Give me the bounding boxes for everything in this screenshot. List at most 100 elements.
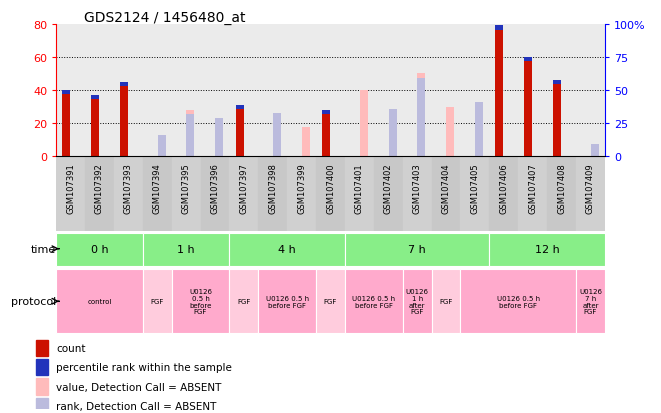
Text: GSM107394: GSM107394 <box>153 163 162 214</box>
Bar <box>36 359 48 375</box>
Bar <box>36 378 48 395</box>
Text: U0126
1 h
after
FGF: U0126 1 h after FGF <box>406 288 428 315</box>
Bar <box>576 25 605 157</box>
Bar <box>576 157 605 231</box>
Bar <box>495 26 504 157</box>
Bar <box>186 115 194 157</box>
Bar <box>235 106 244 157</box>
Bar <box>524 58 532 62</box>
Text: value, Detection Call = ABSENT: value, Detection Call = ABSENT <box>56 382 221 392</box>
Text: 1 h: 1 h <box>177 244 195 254</box>
Text: 0 h: 0 h <box>91 244 108 254</box>
Text: 12 h: 12 h <box>535 244 559 254</box>
Bar <box>258 25 287 157</box>
Bar <box>489 25 518 157</box>
Text: count: count <box>56 343 86 353</box>
Bar <box>403 25 432 157</box>
Text: GSM107392: GSM107392 <box>95 163 104 214</box>
Text: FGF: FGF <box>151 299 164 304</box>
Bar <box>229 157 258 231</box>
Bar <box>547 157 576 231</box>
Text: GSM107404: GSM107404 <box>442 163 451 214</box>
Text: rank, Detection Call = ABSENT: rank, Detection Call = ABSENT <box>56 401 217 411</box>
Bar <box>186 111 194 157</box>
Bar <box>172 25 200 157</box>
Bar <box>235 106 244 110</box>
Bar <box>56 233 143 267</box>
Bar <box>389 109 397 157</box>
Bar <box>85 25 114 157</box>
Bar <box>114 25 143 157</box>
Bar <box>475 115 483 157</box>
Bar <box>56 270 143 333</box>
Text: GSM107399: GSM107399 <box>297 163 306 214</box>
Bar <box>322 111 330 157</box>
Bar <box>215 119 223 157</box>
Bar <box>62 91 70 157</box>
Text: time: time <box>31 244 56 254</box>
Text: 7 h: 7 h <box>408 244 426 254</box>
Bar <box>518 25 547 157</box>
Text: GSM107407: GSM107407 <box>528 163 537 214</box>
Bar <box>229 25 258 157</box>
Bar <box>518 157 547 231</box>
Bar <box>91 96 99 100</box>
Bar <box>114 157 143 231</box>
Bar <box>461 25 489 157</box>
Text: U0126 0.5 h
before FGF: U0126 0.5 h before FGF <box>266 295 309 308</box>
Text: GSM107406: GSM107406 <box>499 163 508 214</box>
Bar <box>403 270 432 333</box>
Bar <box>316 270 345 333</box>
Bar <box>143 157 172 231</box>
Bar <box>316 25 345 157</box>
Text: U0126
0.5 h
before
FGF: U0126 0.5 h before FGF <box>189 288 212 315</box>
Bar <box>200 157 229 231</box>
Bar <box>461 157 489 231</box>
Bar <box>120 83 128 87</box>
Text: GSM107395: GSM107395 <box>182 163 190 214</box>
Text: percentile rank within the sample: percentile rank within the sample <box>56 362 232 372</box>
Bar <box>374 25 403 157</box>
Bar <box>322 111 330 115</box>
Text: GSM107405: GSM107405 <box>471 163 479 214</box>
Bar <box>229 233 345 267</box>
Bar <box>524 58 532 157</box>
Bar <box>432 157 461 231</box>
Bar <box>56 25 85 157</box>
Bar <box>258 270 316 333</box>
Text: GSM107401: GSM107401 <box>355 163 364 214</box>
Bar <box>258 157 287 231</box>
Bar <box>157 144 166 157</box>
Text: GSM107400: GSM107400 <box>326 163 335 214</box>
Bar <box>489 157 518 231</box>
Text: GSM107403: GSM107403 <box>412 163 422 214</box>
Text: GSM107402: GSM107402 <box>384 163 393 214</box>
Bar <box>475 103 483 157</box>
Bar <box>287 25 316 157</box>
Text: GSM107398: GSM107398 <box>268 163 277 214</box>
Text: FGF: FGF <box>237 299 251 304</box>
Bar <box>432 25 461 157</box>
Text: GSM107391: GSM107391 <box>66 163 75 214</box>
Bar <box>489 233 605 267</box>
Bar <box>547 25 576 157</box>
Bar <box>374 157 403 231</box>
Bar <box>591 150 599 157</box>
Bar <box>36 340 48 356</box>
Bar <box>143 233 229 267</box>
Text: GSM107396: GSM107396 <box>210 163 219 214</box>
Bar <box>120 83 128 157</box>
Bar <box>591 145 599 157</box>
Text: control: control <box>87 299 112 304</box>
Bar <box>316 157 345 231</box>
Text: GSM107393: GSM107393 <box>124 163 133 214</box>
Bar <box>62 91 70 95</box>
Bar <box>403 157 432 231</box>
Text: FGF: FGF <box>440 299 453 304</box>
Text: GDS2124 / 1456480_at: GDS2124 / 1456480_at <box>83 11 245 25</box>
Text: protocol: protocol <box>11 297 56 306</box>
Text: U0126 0.5 h
before FGF: U0126 0.5 h before FGF <box>352 295 395 308</box>
Text: GSM107409: GSM107409 <box>586 163 595 214</box>
Text: FGF: FGF <box>324 299 337 304</box>
Bar <box>287 157 316 231</box>
